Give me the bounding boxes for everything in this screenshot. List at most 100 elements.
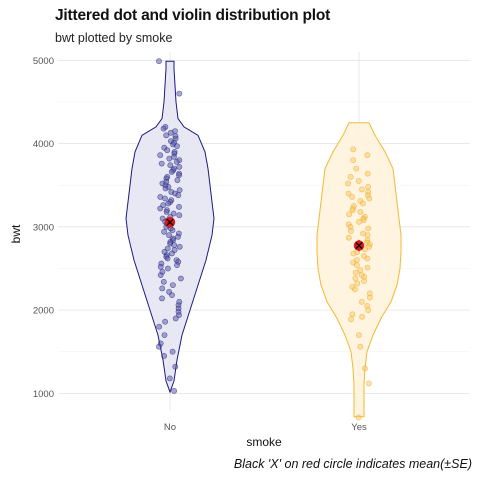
- data-point: [176, 203, 182, 210]
- data-point: [359, 313, 366, 320]
- data-point: [164, 265, 171, 272]
- data-point: [347, 228, 354, 234]
- y-tick-labels: 1000 2000 3000 4000 5000: [33, 56, 54, 400]
- data-point: [356, 218, 362, 225]
- data-point: [348, 316, 354, 323]
- data-point: [345, 234, 352, 241]
- data-point: [364, 264, 371, 271]
- data-point: [364, 232, 371, 239]
- data-point: [176, 90, 183, 97]
- data-point: [161, 332, 168, 338]
- y-axis-label: bwt: [9, 224, 23, 243]
- data-point: [357, 343, 364, 350]
- data-point: [157, 152, 164, 159]
- data-point: [157, 263, 164, 270]
- chart-title: Jittered dot and violin distribution plo…: [55, 7, 331, 24]
- data-point: [168, 250, 175, 257]
- data-point: [176, 243, 183, 250]
- data-point: [353, 165, 360, 172]
- data-point: [350, 157, 357, 164]
- data-point: [161, 228, 167, 235]
- y-tick-label: 3000: [33, 222, 54, 233]
- data-point: [359, 186, 365, 193]
- data-point: [171, 242, 178, 249]
- chart-caption: Black 'X' on red circle indicates mean(±…: [233, 457, 472, 471]
- data-point: [366, 294, 373, 301]
- data-point: [352, 275, 359, 282]
- mean-x-marker: [166, 218, 174, 226]
- violins: [125, 60, 402, 418]
- data-point: [176, 187, 183, 194]
- data-point: [345, 180, 351, 187]
- y-tick-label: 5000: [33, 56, 54, 67]
- data-point: [176, 163, 183, 170]
- data-point: [169, 227, 176, 234]
- data-point: [165, 200, 172, 207]
- data-point: [365, 380, 372, 387]
- data-point: [173, 158, 180, 165]
- data-point: [357, 208, 364, 215]
- data-point: [350, 146, 357, 153]
- data-point: [164, 255, 171, 262]
- data-point: [156, 58, 162, 65]
- data-point: [166, 155, 173, 162]
- data-point: [347, 173, 354, 180]
- data-point: [346, 211, 353, 218]
- data-point: [164, 147, 171, 154]
- data-point: [177, 275, 184, 282]
- data-point: [176, 172, 182, 179]
- data-point: [157, 205, 164, 212]
- data-point: [358, 298, 365, 305]
- data-point: [171, 387, 177, 394]
- data-point: [365, 225, 372, 232]
- data-point: [365, 183, 371, 190]
- data-point: [366, 195, 373, 202]
- data-point: [167, 129, 174, 136]
- data-point: [156, 343, 162, 350]
- data-point: [172, 363, 179, 370]
- data-point: [352, 269, 359, 276]
- data-point: [361, 278, 367, 284]
- data-point: [175, 233, 181, 240]
- data-point: [176, 212, 183, 219]
- grid: [58, 52, 470, 410]
- data-point: [158, 160, 165, 167]
- data-point: [350, 250, 357, 257]
- data-point: [355, 332, 362, 338]
- data-point: [345, 190, 352, 197]
- data-point: [163, 208, 170, 215]
- data-point: [364, 152, 371, 159]
- data-point: [354, 280, 361, 287]
- data-point: [353, 262, 360, 268]
- data-point: [161, 352, 167, 359]
- x-tick-labels: No Yes: [164, 422, 367, 433]
- data-point: [351, 286, 358, 293]
- data-point: [162, 195, 168, 202]
- data-point: [364, 170, 371, 177]
- chart-subtitle: bwt plotted by smoke: [55, 31, 173, 45]
- data-point: [166, 375, 173, 382]
- data-point: [355, 414, 362, 421]
- data-point: [157, 272, 164, 278]
- data-point: [175, 192, 182, 199]
- data-point: [169, 292, 175, 298]
- y-tick-label: 1000: [33, 389, 54, 400]
- x-tick-label: Yes: [351, 422, 367, 433]
- data-point: [160, 125, 167, 132]
- data-point: [349, 207, 356, 214]
- data-point: [168, 168, 175, 175]
- data-point: [159, 285, 166, 292]
- data-point: [162, 318, 168, 325]
- data-point: [169, 348, 176, 355]
- data-point: [359, 200, 366, 207]
- mean-x-marker: [355, 241, 363, 250]
- x-tick-label: No: [164, 422, 176, 433]
- data-point: [355, 178, 362, 184]
- data-point: [163, 132, 170, 139]
- data-point: [365, 307, 372, 313]
- data-point: [366, 243, 372, 250]
- data-point: [162, 185, 169, 192]
- data-point: [159, 295, 165, 302]
- data-point: [156, 323, 163, 330]
